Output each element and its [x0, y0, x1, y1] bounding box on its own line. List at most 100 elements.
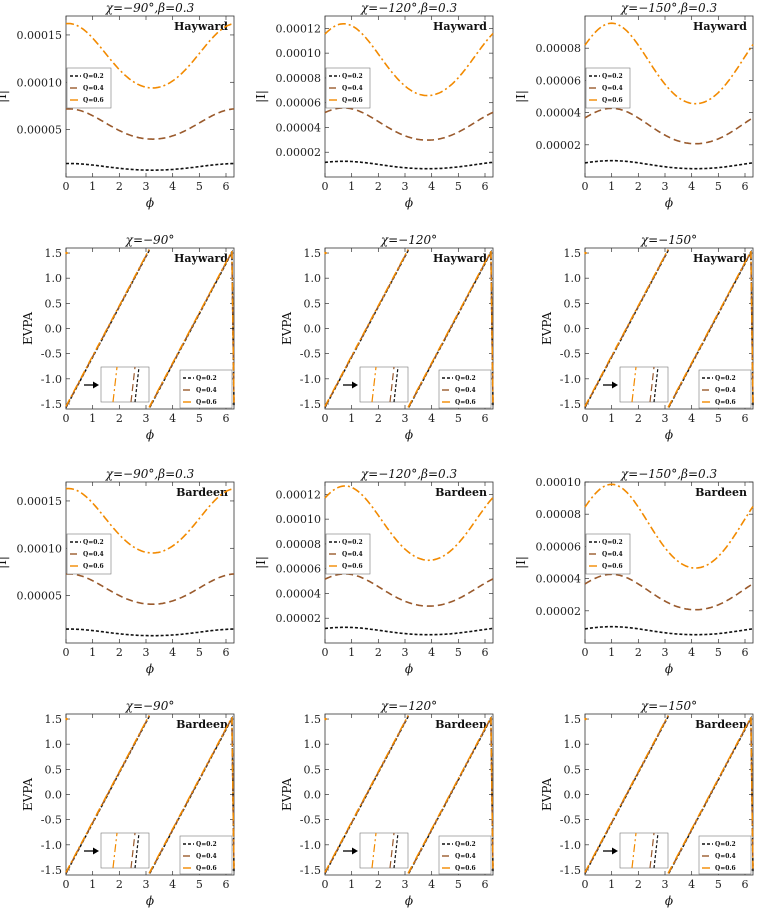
panel-hayward-intensity-chi-120: 0 1 2 3 4 5 6 0.00002 0.00004 0.00006 0.00008 0.000…: [254, 1, 494, 210]
y-tick-label: -1.0: [300, 373, 321, 386]
y-tick-label: 1.5: [45, 247, 63, 260]
y-tick-label: 0.00010: [17, 542, 63, 555]
series-line-Q02: [324, 626, 494, 636]
x-tick-label: 0: [582, 646, 589, 659]
x-tick-label: 1: [608, 878, 615, 891]
legend-entry: Q=0.6: [455, 865, 476, 872]
y-tick-label: -0.5: [300, 814, 321, 827]
y-tick-label: 1.5: [564, 247, 582, 260]
legend: Q=0.2 Q=0.4 Q=0.6: [66, 67, 112, 109]
x-tick-label: 0: [63, 646, 70, 659]
y-tick-label: 1.0: [45, 272, 63, 285]
y-tick-label: 1.0: [304, 272, 322, 285]
legend: Q=0.2 Q=0.4 Q=0.6: [325, 533, 371, 575]
x-tick-label: 4: [688, 646, 695, 659]
x-tick-label: 6: [742, 646, 749, 659]
y-tick-label: -1.5: [41, 864, 62, 877]
x-tick-label: 0: [63, 878, 70, 891]
x-axis-label: ϕ: [665, 662, 673, 676]
arrow-right-icon: [352, 381, 358, 389]
zoom-inset: [343, 366, 409, 403]
series-line-b-Q04: [667, 717, 754, 874]
inset-line: [631, 832, 637, 869]
y-tick-label: 0.00010: [276, 513, 322, 526]
legend: Q=0.2 Q=0.4 Q=0.6: [698, 835, 752, 875]
arrow-right-icon: [93, 847, 99, 855]
legend-entry: Q=0.6: [715, 865, 736, 872]
legend-entry: Q=0.2: [602, 73, 623, 80]
legend-entry: Q=0.2: [715, 375, 736, 382]
legend: Q=0.2 Q=0.4 Q=0.6: [179, 835, 233, 875]
y-tick-label: 0.00006: [276, 97, 322, 110]
x-tick-label: 2: [635, 646, 642, 659]
legend: Q=0.2 Q=0.4 Q=0.6: [179, 369, 233, 409]
x-tick-label: 5: [196, 646, 203, 659]
y-tick-label: 0.0: [45, 323, 63, 336]
x-tick-label: 4: [169, 878, 176, 891]
x-tick-label: 6: [742, 878, 749, 891]
x-tick-label: 5: [196, 180, 203, 193]
x-tick-label: 4: [688, 878, 695, 891]
y-tick-label: 0.00008: [276, 538, 322, 551]
inset-line: [649, 366, 655, 403]
x-tick-label: 6: [223, 180, 230, 193]
y-tick-label: 0.00015: [17, 29, 63, 42]
arrow-right-icon: [352, 847, 358, 855]
chart-title: χ=−150°: [640, 699, 697, 713]
legend-entry: Q=0.4: [342, 551, 363, 558]
x-tick-label: 0: [582, 180, 589, 193]
series-line-b-Q06: [407, 250, 494, 408]
inset-box: [359, 832, 409, 869]
y-axis-label: EVPA: [540, 778, 554, 811]
zoom-inset: [84, 366, 150, 403]
model-label: Hayward: [693, 20, 747, 33]
y-tick-label: 0.00006: [276, 563, 322, 576]
legend-entry: Q=0.2: [196, 841, 217, 848]
series-line-Q04: [584, 573, 754, 611]
x-tick-label: 4: [428, 180, 435, 193]
plot-frame: [584, 15, 754, 178]
y-tick-label: 1.0: [564, 272, 582, 285]
series-line-b-Q04: [407, 251, 494, 408]
series-line-a-Q06: [584, 249, 669, 407]
chart-title: χ=−150°,β=0.3: [620, 467, 718, 481]
series-line-a-Q06: [324, 715, 409, 873]
series-line-Q02: [65, 162, 234, 171]
x-axis-label: ϕ: [146, 662, 154, 676]
model-label: Hayward: [433, 252, 487, 265]
y-axis-label: |I|: [0, 90, 9, 103]
inset-line: [631, 366, 637, 403]
y-tick-label: 0.00008: [536, 42, 582, 55]
legend-entry: Q=0.4: [196, 387, 217, 394]
legend-entry: Q=0.6: [342, 563, 363, 570]
legend-entry: Q=0.6: [83, 97, 104, 104]
panel-hayward-evpa-chi-90: 0 1 2 3 4 5 6 -1.5 -1.0 -0.5 0.0 0.5 1.0 1.5 χ=−90° Hay…: [21, 233, 235, 442]
x-tick-label: 6: [223, 646, 230, 659]
legend-entry: Q=0.4: [196, 853, 217, 860]
legend-entry: Q=0.2: [342, 73, 363, 80]
legend: Q=0.2 Q=0.4 Q=0.6: [438, 369, 492, 409]
y-tick-label: 1.5: [45, 713, 63, 726]
inset-box: [359, 366, 409, 403]
plot-frame: [65, 481, 235, 644]
series-line-Q06: [584, 22, 754, 105]
inset-box: [619, 366, 669, 403]
panel-hayward-intensity-chi-90: 0 1 2 3 4 5 6 0.00005 0.00010 0.00015 χ=−90°,β=0.3…: [0, 1, 235, 210]
series-line-b-Q06: [407, 716, 494, 874]
y-tick-label: 0.0: [45, 789, 63, 802]
series-line-a-Q06: [324, 249, 409, 407]
series-line-b-Q04: [407, 717, 494, 874]
legend: Q=0.2 Q=0.4 Q=0.6: [66, 533, 112, 575]
x-tick-label: 2: [116, 878, 123, 891]
y-tick-label: 0.5: [564, 297, 582, 310]
y-tick-label: -0.5: [560, 348, 581, 361]
panel-bardeen-intensity-chi-90: 0 1 2 3 4 5 6 0.00005 0.00010 0.00015 χ=−90°,β=0.3…: [0, 467, 235, 676]
model-label: Hayward: [693, 252, 747, 265]
panel-hayward-evpa-chi-120: 0 1 2 3 4 5 6 -1.5 -1.0 -0.5 0.0 0.5 1.0 1.5 χ=−120° Ha…: [280, 233, 494, 442]
model-label: Bardeen: [176, 486, 228, 499]
legend-entry: Q=0.4: [342, 85, 363, 92]
y-tick-label: 0.5: [45, 297, 63, 310]
series-start-point: [324, 717, 327, 721]
plot-frame: [324, 15, 494, 178]
